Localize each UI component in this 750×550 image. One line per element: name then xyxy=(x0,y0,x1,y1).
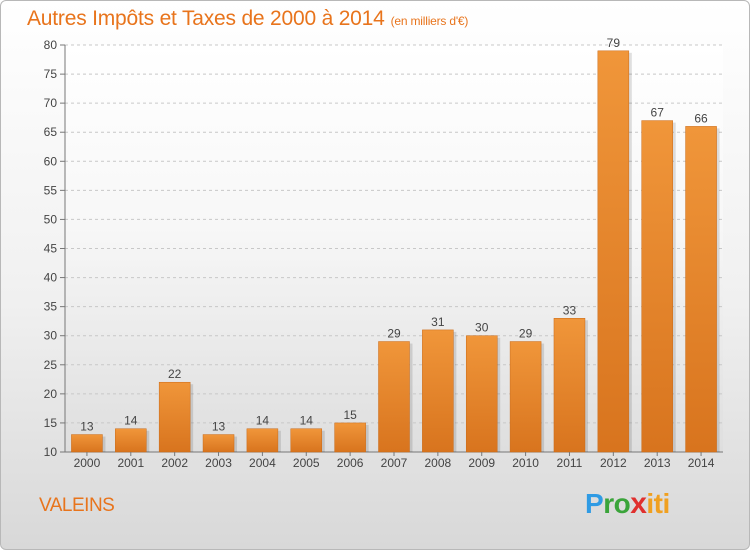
data-label: 14 xyxy=(256,414,270,428)
x-tick-label: 2009 xyxy=(468,456,495,470)
proxiti-logo: Proxiti xyxy=(585,487,670,521)
data-label: 22 xyxy=(168,367,182,381)
x-tick-label: 2013 xyxy=(644,456,671,470)
y-tick-label: 10 xyxy=(44,445,58,459)
y-tick-label: 35 xyxy=(44,300,58,314)
x-tick-label: 2003 xyxy=(205,456,232,470)
y-tick-label: 75 xyxy=(44,67,58,81)
bar-2014 xyxy=(685,126,717,453)
y-tick-label: 70 xyxy=(44,96,58,110)
x-tick-label: 2012 xyxy=(600,456,627,470)
bar-2002 xyxy=(158,381,191,453)
chart-subtitle: (en milliers d'€) xyxy=(390,14,469,28)
data-label: 14 xyxy=(300,414,314,428)
y-tick-label: 30 xyxy=(44,329,58,343)
data-label: 31 xyxy=(431,315,445,329)
y-tick-label: 15 xyxy=(44,416,58,430)
y-tick-label: 40 xyxy=(44,271,58,285)
x-tick-label: 2004 xyxy=(249,456,276,470)
x-tick-label: 2014 xyxy=(688,456,715,470)
x-tick-label: 2000 xyxy=(74,456,101,470)
chart-title-text: Autres Impôts et Taxes de 2000 à 2014 xyxy=(27,7,385,30)
y-tick-label: 65 xyxy=(44,125,58,139)
bar-2001 xyxy=(115,428,147,453)
bar-2009 xyxy=(465,335,498,453)
bar-2012 xyxy=(597,50,630,453)
bar-2013 xyxy=(641,120,673,453)
y-tick-label: 25 xyxy=(44,358,58,372)
data-label: 13 xyxy=(212,420,226,434)
x-tick-label: 2010 xyxy=(512,456,539,470)
y-tick-label: 60 xyxy=(44,154,58,168)
y-tick-label: 55 xyxy=(44,183,58,197)
data-label: 14 xyxy=(124,414,138,428)
logo-fragment-p: P xyxy=(585,488,604,519)
bar-2008 xyxy=(422,329,454,453)
data-label: 29 xyxy=(519,327,533,341)
x-tick-label: 2007 xyxy=(381,456,408,470)
bar-2005 xyxy=(290,428,323,453)
data-label: 66 xyxy=(694,111,708,125)
data-label: 15 xyxy=(343,408,357,422)
bar-2011 xyxy=(553,318,586,453)
data-label: 33 xyxy=(563,303,577,317)
y-tick-label: 50 xyxy=(44,212,58,226)
x-tick-label: 2008 xyxy=(425,456,452,470)
y-tick-label: 80 xyxy=(44,38,58,52)
x-tick-label: 2002 xyxy=(161,456,188,470)
logo-fragment-iti: iti xyxy=(646,488,670,519)
x-tick-label: 2011 xyxy=(557,456,583,470)
bar-2007 xyxy=(378,341,410,453)
bar-2000 xyxy=(71,434,103,453)
y-tick-label: 20 xyxy=(44,387,58,401)
bar-2003 xyxy=(202,434,235,453)
data-label: 67 xyxy=(651,106,665,120)
data-label: 30 xyxy=(475,321,489,335)
x-tick-label: 2005 xyxy=(293,456,320,470)
y-tick-label: 45 xyxy=(44,242,58,256)
commune-name: VALEINS xyxy=(39,495,115,516)
data-label: 29 xyxy=(387,327,401,341)
x-tick-label: 2001 xyxy=(117,456,144,470)
logo-fragment-x: x xyxy=(630,487,647,520)
bar-2006 xyxy=(334,422,366,453)
chart-title: Autres Impôts et Taxes de 2000 à 2014 (en… xyxy=(27,7,468,31)
logo-fragment-ro: ro xyxy=(603,488,631,519)
data-label: 79 xyxy=(607,36,621,50)
data-label: 13 xyxy=(80,420,94,434)
x-tick-label: 2006 xyxy=(337,456,364,470)
bar-2004 xyxy=(246,428,279,453)
bar-2010 xyxy=(509,341,542,453)
